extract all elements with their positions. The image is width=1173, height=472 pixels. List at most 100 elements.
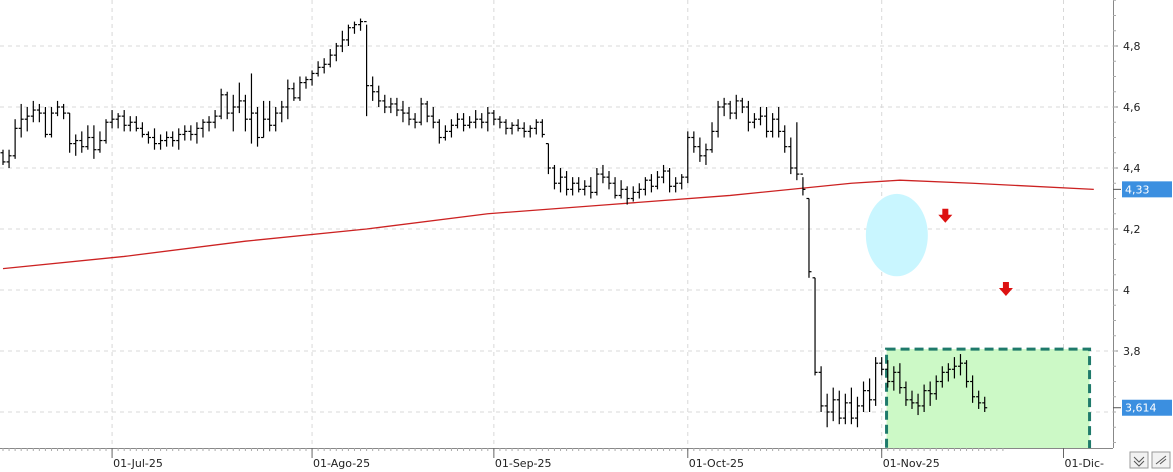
ohlc-bar xyxy=(285,79,291,120)
ohlc-bar xyxy=(885,360,891,388)
ohlc-bar xyxy=(400,100,406,123)
price-tag-label: 3,614 xyxy=(1125,402,1157,415)
ohlc-bar xyxy=(139,122,145,138)
y-axis: 3,8 4 4,2 4,4 4,6 4,8 xyxy=(1113,0,1173,448)
price-tags: 4,33 3,614 xyxy=(1113,181,1172,416)
range-box xyxy=(885,347,1092,456)
ohlc-bar xyxy=(73,134,79,156)
price-tag xyxy=(1122,399,1172,416)
ohlc-bar xyxy=(618,180,624,199)
ohlc-bar xyxy=(473,110,479,129)
y-axis-panel xyxy=(1113,0,1173,448)
ohlc-bar xyxy=(430,107,436,129)
ohlc-bar xyxy=(509,122,515,135)
ohlc-bar xyxy=(36,103,42,123)
ohlc-bar xyxy=(479,113,485,129)
ohlc-bar xyxy=(24,107,30,132)
ohlc-bar xyxy=(957,354,963,376)
ohlc-bar xyxy=(982,396,988,412)
ohlc-bar xyxy=(770,113,776,138)
ohlc-bar xyxy=(630,186,636,202)
ohlc-bar xyxy=(751,113,757,129)
ohlc-bar xyxy=(582,180,588,196)
ohlc-bar xyxy=(848,387,854,425)
ohlc-bar xyxy=(915,393,921,416)
ohlc-bar xyxy=(703,143,709,165)
ohlc-bar xyxy=(879,357,885,376)
ohlc-bar xyxy=(739,97,745,114)
ohlc-bar xyxy=(503,119,509,135)
ohlc-bar xyxy=(152,128,157,150)
ohlc-bar xyxy=(642,177,648,196)
ohlc-bar xyxy=(48,107,54,138)
ohlc-bar xyxy=(939,366,945,388)
ohlc-bar xyxy=(255,107,261,147)
ohlc-bar xyxy=(200,119,206,138)
ohlc-bar xyxy=(679,174,685,190)
ohlc-bar xyxy=(6,149,12,168)
highlight-ellipse xyxy=(865,193,928,277)
ohlc-bar xyxy=(248,73,254,144)
zoom-controls[interactable] xyxy=(1129,451,1171,469)
ohlc-bar xyxy=(709,122,715,153)
ohlc-bar xyxy=(164,131,170,147)
ohlc-bar xyxy=(527,125,533,138)
ohlc-bar xyxy=(406,107,412,126)
ohlc-bar xyxy=(782,125,788,153)
x-axis-panel xyxy=(0,448,1173,472)
ohlc-bar xyxy=(133,116,139,132)
ohlc-bar xyxy=(691,131,697,153)
ohlc-bar xyxy=(315,61,321,77)
ohlc-bar xyxy=(351,21,357,34)
ohlc-bar xyxy=(97,131,103,153)
price-tag-label: 4,33 xyxy=(1125,183,1150,196)
ohlc-bar xyxy=(533,119,539,135)
ohlc-bar xyxy=(685,131,691,184)
ohlc-bar xyxy=(358,18,364,31)
ohlc-bar xyxy=(812,277,818,376)
ohlc-bar xyxy=(836,390,842,425)
ohlc-bar xyxy=(242,94,248,132)
ohlc-bar xyxy=(364,21,370,117)
ohlc-bar xyxy=(570,177,576,196)
ohlc-bar xyxy=(85,125,91,150)
ohlc-bar xyxy=(558,168,564,193)
ohlc-bar xyxy=(824,393,830,428)
ohlc-bar xyxy=(970,375,976,403)
ohlc-bar xyxy=(176,128,182,150)
ohlc-bar xyxy=(715,100,721,138)
ohlc-bar xyxy=(30,100,36,123)
ma-line xyxy=(2,179,1094,270)
ohlc-bar xyxy=(327,49,333,68)
ohlc-bar xyxy=(794,122,800,181)
ohlc-bar xyxy=(594,168,600,196)
ohlc-bar xyxy=(442,125,448,141)
ohlc-bar xyxy=(418,97,424,126)
ohlc-bar xyxy=(412,113,418,129)
ohlc-bar xyxy=(436,119,442,144)
ohlc-bar xyxy=(764,107,770,138)
ohlc-bar xyxy=(861,381,867,412)
ohlc-bar xyxy=(61,103,67,120)
ohlc-bar xyxy=(842,393,848,425)
ohlc-bar xyxy=(776,107,782,138)
ohlc-bar xyxy=(333,42,339,62)
collapse-icon[interactable] xyxy=(1129,451,1149,469)
ohlc-bar xyxy=(830,387,836,422)
ohlc-bar xyxy=(182,125,188,141)
ohlc-bar xyxy=(115,113,121,129)
annotations xyxy=(865,193,1092,456)
ohlc-bar xyxy=(600,164,606,184)
ohlc-bar xyxy=(497,116,503,129)
price-bars xyxy=(0,18,988,428)
ohlc-bar xyxy=(933,375,939,400)
ohlc-bar xyxy=(394,97,400,117)
ohlc-bar xyxy=(727,100,733,120)
price-tag xyxy=(1122,181,1172,198)
y-tick-label: 3,8 xyxy=(1123,345,1141,358)
ohlc-bar xyxy=(927,381,933,406)
ohlc-bar xyxy=(636,183,642,199)
ohlc-bar xyxy=(654,171,660,190)
ohlc-bar xyxy=(267,100,273,132)
